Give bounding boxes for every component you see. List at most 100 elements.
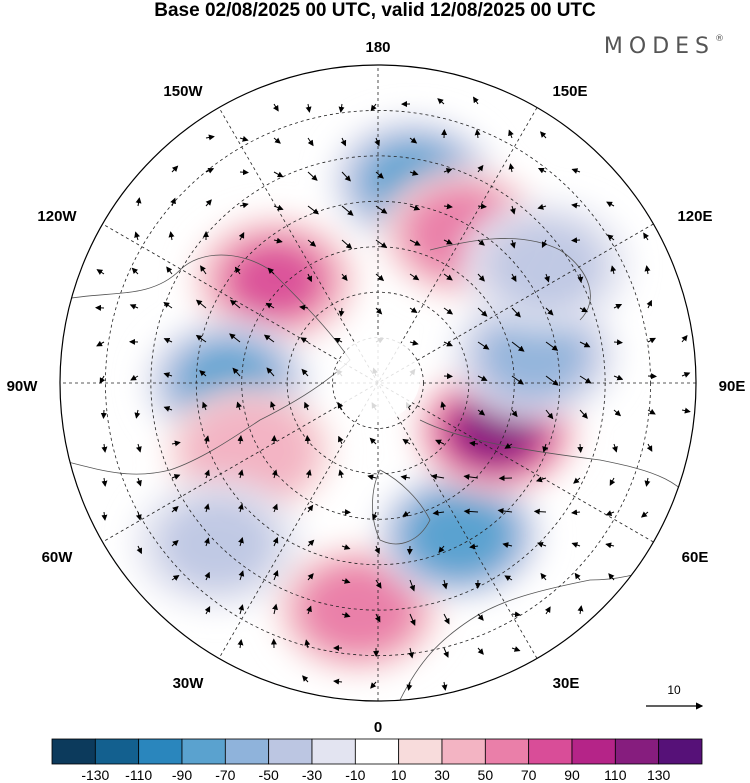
colorbar-swatch <box>398 738 443 765</box>
wind-vector <box>571 542 581 548</box>
wind-vector <box>579 409 588 419</box>
wind-vector <box>536 541 547 548</box>
lon-label-180: 180 <box>365 39 390 56</box>
wind-vector <box>99 375 106 384</box>
wind-vector <box>477 273 485 282</box>
reference-vector: 10 <box>646 683 704 710</box>
wind-vector <box>341 612 351 618</box>
wind-vector <box>238 232 245 241</box>
wind-vector <box>535 476 547 483</box>
wind-vector <box>272 503 278 513</box>
wind-vector <box>510 273 517 282</box>
wind-vector <box>375 171 384 179</box>
colorbar-tick-label: 50 <box>478 767 494 783</box>
wind-vector <box>205 134 215 141</box>
wind-vector <box>409 239 421 246</box>
wind-vector <box>375 239 388 249</box>
wind-vector <box>497 508 513 514</box>
wind-vector <box>437 98 445 105</box>
wind-vector <box>96 340 105 347</box>
colorbar-swatch <box>224 738 270 765</box>
wind-vector <box>273 204 284 211</box>
wind-vector <box>644 265 651 275</box>
wind-vector <box>409 170 419 176</box>
colorbar-swatch <box>441 738 486 765</box>
wind-vector <box>542 443 549 453</box>
wind-vector <box>477 307 488 317</box>
wind-vector <box>306 605 312 615</box>
wind-vector <box>571 168 581 174</box>
wind-vector <box>304 639 311 649</box>
wind-vector <box>273 103 279 112</box>
colorbar-swatch <box>181 738 226 765</box>
wind-vector <box>203 503 210 513</box>
wind-vector <box>579 306 588 313</box>
wind-vector <box>200 265 207 275</box>
wind-vector <box>101 511 108 521</box>
colorbar-tick-label: -10 <box>345 767 365 783</box>
wind-vector <box>370 681 377 689</box>
wind-vector <box>647 408 656 415</box>
wind-vector <box>299 304 309 311</box>
wind-vector <box>301 368 309 377</box>
wind-vector <box>100 409 107 419</box>
colorbar-swatch <box>614 738 660 765</box>
colorbar-swatch <box>658 738 703 765</box>
colorbar-tick-label: -130 <box>81 767 109 783</box>
wind-vector <box>304 401 310 411</box>
wind-vector <box>574 572 581 581</box>
wind-vector <box>307 239 317 247</box>
wind-vector <box>307 504 314 513</box>
wind-vector <box>134 409 141 419</box>
colorbar-tick-label: -70 <box>215 767 235 783</box>
wind-vectors <box>95 96 691 691</box>
wind-vector <box>232 367 241 377</box>
east-siberia-coast <box>429 238 591 321</box>
colorbar-tick-label: 130 <box>647 767 671 783</box>
wind-vector <box>613 374 624 381</box>
wind-vector <box>681 372 691 378</box>
colorbar-tick-label: 30 <box>434 767 450 783</box>
wind-vector <box>341 544 351 550</box>
wind-vector <box>272 603 278 615</box>
wind-vector <box>571 202 581 209</box>
colorbar-tick-label: -90 <box>172 767 192 783</box>
wind-vector <box>409 307 418 314</box>
map-border <box>59 64 697 702</box>
wind-vector <box>477 409 486 416</box>
wind-vector <box>646 443 653 452</box>
lon-label-120w: 120W <box>37 208 77 225</box>
brand-logo: MODES® <box>604 34 724 59</box>
wind-vector <box>163 337 173 344</box>
wind-vector <box>204 469 210 479</box>
wind-vector <box>607 234 615 241</box>
wind-vector <box>605 510 615 516</box>
wind-vector <box>171 505 179 513</box>
wind-vector <box>409 273 420 281</box>
wind-vector <box>374 545 380 555</box>
wind-vector <box>440 401 447 411</box>
wind-vector <box>438 545 445 554</box>
wind-vector <box>372 511 378 521</box>
lon-label-60w: 60W <box>42 549 74 566</box>
wind-vector <box>238 604 245 615</box>
wind-vector <box>341 171 351 182</box>
wind-vector <box>508 163 515 173</box>
wind-vector <box>409 579 416 592</box>
wind-vector <box>573 477 581 484</box>
wind-vector <box>195 334 207 343</box>
wind-vector <box>511 307 521 318</box>
wind-vector <box>273 171 284 178</box>
wind-vector <box>306 273 312 283</box>
wind-vector <box>545 409 554 420</box>
lon-label-120e: 120E <box>677 208 712 225</box>
colorbar-swatch <box>268 738 313 765</box>
wind-vector <box>409 339 419 346</box>
wind-vector <box>338 103 345 113</box>
wind-vector <box>340 137 347 147</box>
anomaly-alaska-high <box>231 245 319 315</box>
wind-vector <box>305 469 312 479</box>
wind-vector <box>408 647 414 659</box>
wind-vector <box>402 438 411 445</box>
wind-vector <box>168 231 175 241</box>
